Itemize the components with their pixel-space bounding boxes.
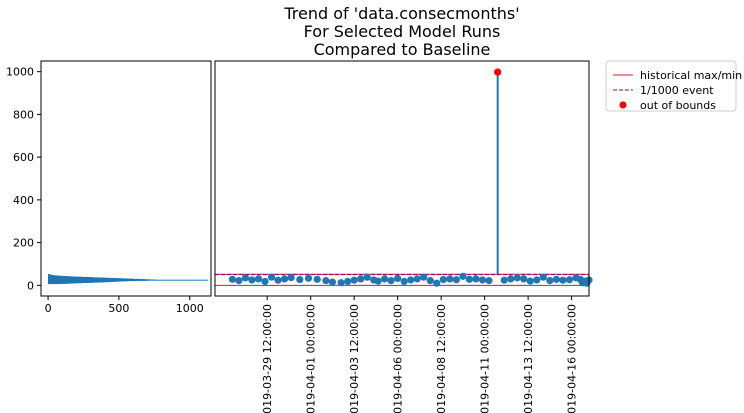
trend-point xyxy=(304,274,313,282)
trend-points xyxy=(228,68,593,287)
trend-x-tick-label: 2019-04-03 12:00:00 xyxy=(348,304,361,413)
trend-point xyxy=(478,276,487,284)
histogram-y-tick-label: 200 xyxy=(13,237,34,250)
trend-point xyxy=(433,279,441,287)
legend-label: 1/1000 event xyxy=(640,84,714,97)
trend-x-tick-label: 2019-04-16 00:00:00 xyxy=(566,304,579,413)
chart-legend: historical max/min 1/1000 event out of bou… xyxy=(605,60,742,112)
trend-point xyxy=(426,277,434,285)
trend-point xyxy=(539,273,547,281)
trend-point xyxy=(344,277,352,286)
trend-point xyxy=(357,275,365,283)
trend-point xyxy=(520,275,528,283)
histogram-bars xyxy=(48,273,209,285)
trend-frame xyxy=(214,60,590,297)
trend-point xyxy=(552,275,560,283)
histogram-x-axis: 0 500 1000 xyxy=(45,296,204,315)
histogram-x-tick-label: 1000 xyxy=(176,302,204,315)
histogram-panel: 0 500 1000 0 200 400 600 800 1000 xyxy=(6,60,212,315)
trend-point xyxy=(313,275,321,283)
trend-point xyxy=(513,274,521,282)
trend-x-axis: 2019-03-29 12:00:00 2019-04-01 00:00:00 20… xyxy=(261,296,579,413)
trend-point xyxy=(350,276,358,284)
trend-point xyxy=(446,275,454,283)
legend-label: out of bounds xyxy=(640,99,716,112)
out-of-bounds-points xyxy=(494,68,502,76)
trend-point xyxy=(337,279,345,287)
trend-point xyxy=(526,277,534,285)
trend-point xyxy=(280,275,289,283)
chart-title: Trend of 'data.consecmonths' For Selecte… xyxy=(283,4,519,59)
histogram-y-tick-label: 1000 xyxy=(6,66,34,79)
trend-point xyxy=(287,274,295,282)
trend-point xyxy=(328,278,337,286)
trend-panel: 2019-03-29 12:00:00 2019-04-01 00:00:00 20… xyxy=(214,60,593,413)
trend-point xyxy=(500,276,508,284)
legend-frame xyxy=(605,60,737,112)
reference-lines xyxy=(215,273,589,286)
trend-point xyxy=(465,275,474,283)
trend-x-tick-label: 2019-03-29 12:00:00 xyxy=(261,304,274,413)
trend-point xyxy=(459,272,467,280)
histogram-y-tick-label: 600 xyxy=(13,151,34,164)
trend-point xyxy=(241,274,250,282)
trend-x-tick-label: 2019-04-11 00:00:00 xyxy=(479,304,492,413)
trend-point xyxy=(228,275,236,283)
trend-point xyxy=(322,277,330,285)
out-of-bounds-point xyxy=(494,68,502,76)
trend-point xyxy=(559,276,567,284)
trend-point xyxy=(248,276,256,284)
trend-point xyxy=(407,276,415,284)
chart-title-line-3: Compared to Baseline xyxy=(314,40,491,59)
trend-point xyxy=(400,277,408,286)
chart-title-line-1: Trend of 'data.consecmonths' xyxy=(283,4,519,23)
trend-point xyxy=(381,275,389,283)
histogram-bar xyxy=(48,273,49,275)
trend-point xyxy=(274,276,282,284)
trend-point xyxy=(363,273,371,281)
legend-label: historical max/min xyxy=(640,69,742,82)
trend-point xyxy=(439,275,447,284)
legend-out-of-bounds-swatch xyxy=(619,101,627,109)
trend-point xyxy=(533,276,541,284)
trend-point xyxy=(296,275,304,284)
trend-point xyxy=(387,277,395,285)
trend-point xyxy=(472,275,480,283)
histogram-y-tick-label: 400 xyxy=(13,194,34,207)
histogram-y-axis: 0 200 400 600 800 1000 xyxy=(6,66,41,292)
histogram-x-tick-label: 500 xyxy=(108,302,129,315)
trend-point xyxy=(394,274,402,283)
trend-point xyxy=(267,273,276,281)
trend-point xyxy=(254,275,263,283)
trend-point xyxy=(374,277,382,285)
trend-point xyxy=(235,277,243,285)
histogram-frame xyxy=(40,60,212,297)
histogram-y-tick-label: 0 xyxy=(27,279,34,292)
trend-x-tick-label: 2019-04-08 12:00:00 xyxy=(435,304,448,413)
histogram-x-tick-label: 0 xyxy=(45,302,52,315)
trend-point xyxy=(413,275,421,283)
trend-point xyxy=(565,276,574,284)
trend-point xyxy=(452,276,460,284)
trend-point xyxy=(485,277,493,285)
trend-point xyxy=(261,277,269,286)
trend-x-tick-label: 2019-04-06 00:00:00 xyxy=(392,304,405,413)
trend-point xyxy=(507,275,515,283)
chart-title-line-2: For Selected Model Runs xyxy=(304,22,501,41)
trend-point xyxy=(420,273,428,281)
trend-point xyxy=(546,277,554,285)
trend-x-tick-label: 2019-04-13 12:00:00 xyxy=(522,304,535,413)
histogram-y-tick-label: 800 xyxy=(13,108,34,121)
trend-x-tick-label: 2019-04-01 00:00:00 xyxy=(305,304,318,413)
